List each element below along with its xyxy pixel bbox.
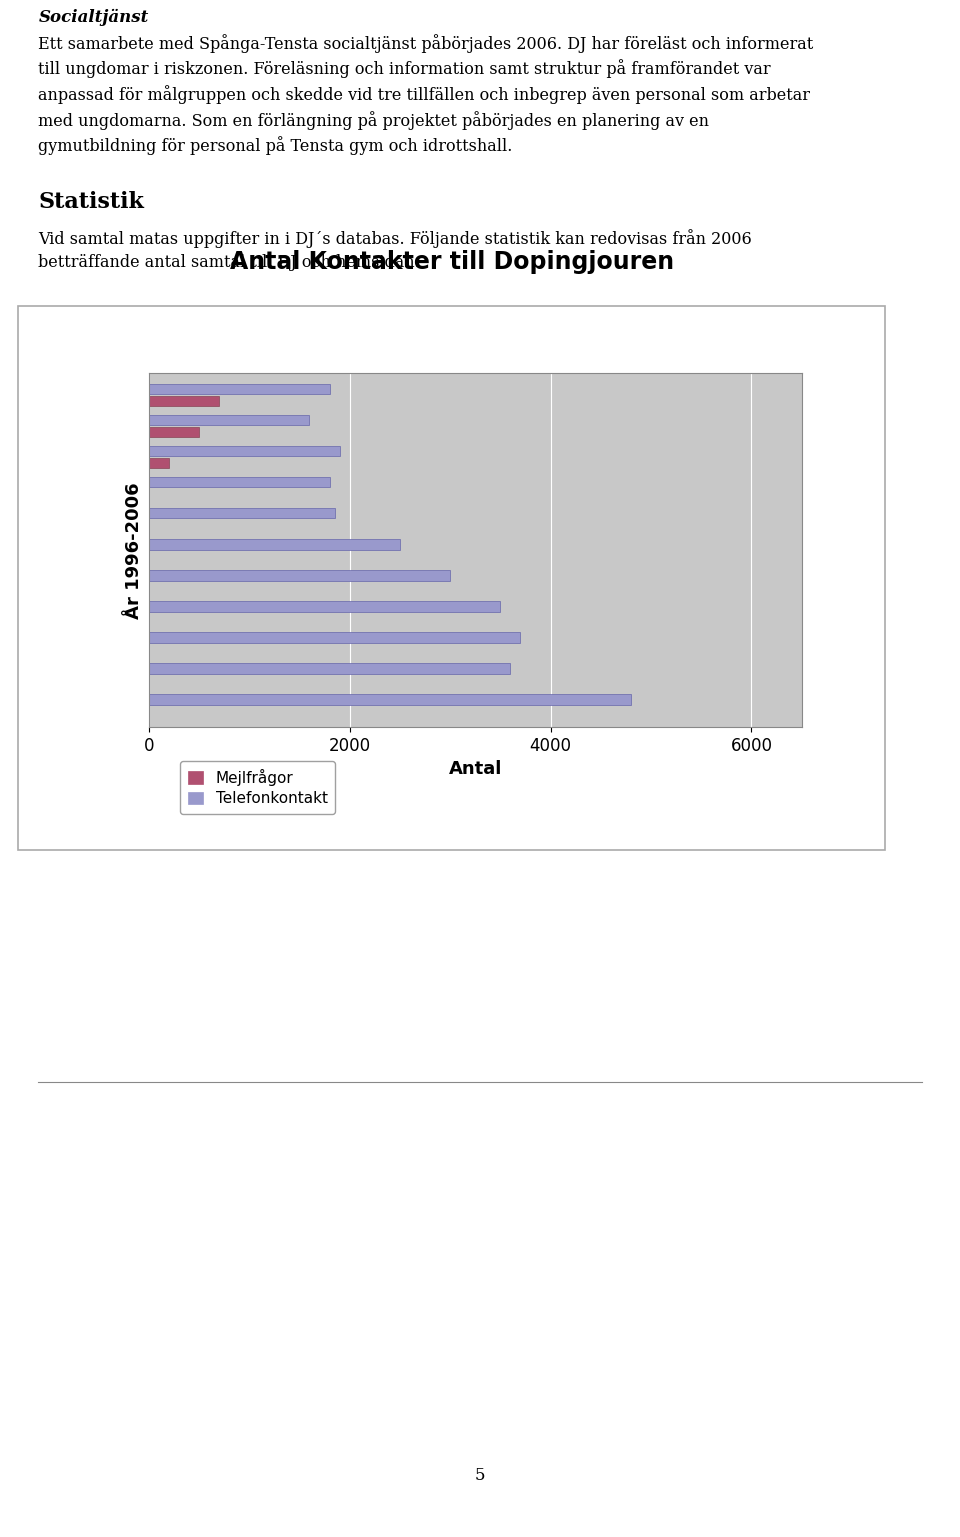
- Bar: [149, 476, 329, 487]
- Bar: [149, 664, 511, 673]
- Bar: [149, 458, 169, 469]
- Text: Vid samtal matas uppgifter in i DJ´s databas. Följande statistik kan redovisas f: Vid samtal matas uppgifter in i DJ´s dat…: [38, 229, 752, 271]
- Bar: [149, 695, 631, 705]
- Text: Statistik: Statistik: [38, 191, 144, 212]
- Text: Antal Kontakter till Dopingjouren: Antal Kontakter till Dopingjouren: [229, 249, 674, 274]
- Text: 5: 5: [475, 1466, 485, 1485]
- Bar: [149, 539, 400, 550]
- Bar: [149, 632, 520, 642]
- Text: Ett samarbete med Spånga-Tensta socialtjänst påbörjades 2006. DJ har föreläst oc: Ett samarbete med Spånga-Tensta socialtj…: [38, 34, 814, 155]
- Bar: [149, 601, 500, 612]
- Text: Socialtjänst: Socialtjänst: [38, 9, 149, 26]
- Bar: [149, 446, 340, 456]
- Bar: [149, 384, 329, 393]
- Bar: [149, 427, 199, 437]
- Bar: [149, 395, 219, 406]
- Bar: [149, 415, 309, 426]
- Bar: [149, 509, 335, 518]
- X-axis label: Antal: Antal: [448, 761, 502, 778]
- Legend: Mejlfrågor, Telefonkontakt: Mejlfrågor, Telefonkontakt: [180, 761, 335, 815]
- Y-axis label: År 1996-2006: År 1996-2006: [125, 483, 143, 618]
- Bar: [149, 570, 450, 581]
